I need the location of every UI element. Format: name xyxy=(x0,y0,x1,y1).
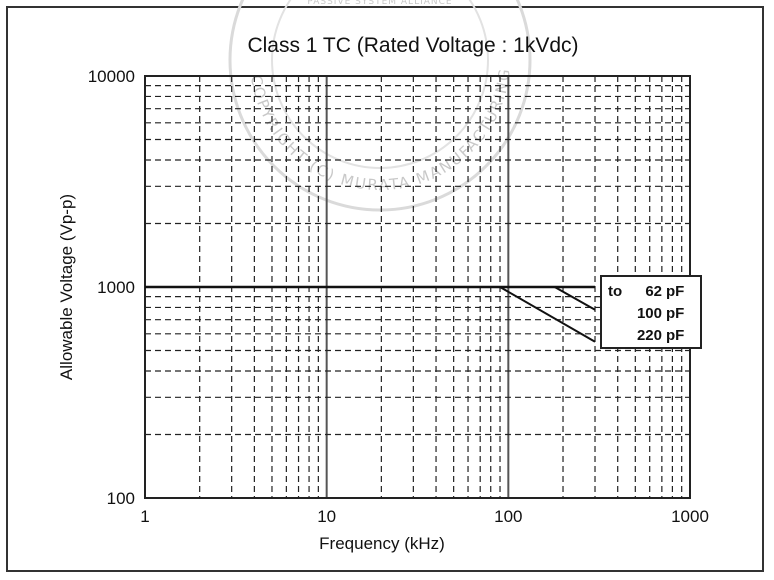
legend-unit: pF xyxy=(666,305,684,322)
legend-prefix: to xyxy=(608,283,622,300)
legend-unit: pF xyxy=(666,327,684,344)
tick-labels: 1 10 100 1000 100 1000 10000 xyxy=(88,67,709,526)
watermark-top-text: PASSIVE SYSTEM ALLIANCE xyxy=(307,0,452,7)
legend-value: 100 xyxy=(637,305,662,322)
legend-value: 62 xyxy=(645,283,662,300)
x-tick-label: 1000 xyxy=(671,507,709,526)
series-lines xyxy=(145,285,596,343)
x-axis-label: Frequency (kHz) xyxy=(319,534,445,553)
x-tick-label: 100 xyxy=(494,507,522,526)
x-tick-label: 10 xyxy=(317,507,336,526)
legend-frame xyxy=(600,275,702,349)
y-tick-label: 10000 xyxy=(88,67,135,86)
series-line-2 xyxy=(145,286,596,311)
watermark-circle xyxy=(228,0,532,212)
y-tick-label: 100 xyxy=(107,489,135,508)
x-tick-label: 1 xyxy=(140,507,149,526)
chart-title: Class 1 TC (Rated Voltage : 1kVdc) xyxy=(247,34,578,57)
watermark-ring-text: COPYRIGHT (C) MURATA MANUFACTURING CO., … xyxy=(0,0,514,194)
legend-unit: pF xyxy=(666,283,684,300)
legend-value: 220 xyxy=(637,327,662,344)
y-axis-label: Allowable Voltage (Vp-p) xyxy=(57,194,76,380)
series-line-3 xyxy=(145,286,596,343)
chart-frame xyxy=(6,6,764,572)
watermark-inner-circle xyxy=(271,0,489,169)
watermark-seal: COPYRIGHT (C) MURATA MANUFACTURING CO., … xyxy=(0,0,532,212)
y-tick-label: 1000 xyxy=(97,278,135,297)
